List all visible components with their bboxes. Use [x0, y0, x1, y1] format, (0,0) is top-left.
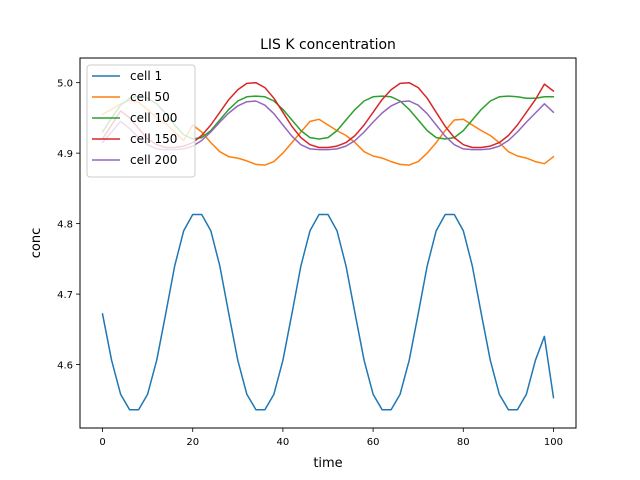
x-tick-label: 20 — [186, 437, 199, 448]
x-axis-label: time — [313, 456, 342, 471]
y-axis-label: conc — [29, 228, 44, 259]
y-tick-label: 4.7 — [57, 290, 73, 301]
series-line-1 — [101, 213, 555, 411]
x-tick-label: 40 — [277, 437, 290, 448]
x-tick-label: 100 — [544, 437, 563, 448]
legend-label-3: cell 100 — [130, 111, 177, 125]
x-tick-label: 0 — [99, 437, 105, 448]
plot-frame — [79, 57, 577, 429]
x-axis-ticks: 0 20 40 60 80 100 — [99, 428, 563, 448]
legend-label-5: cell 200 — [130, 153, 177, 167]
legend-label-1: cell 1 — [130, 69, 162, 83]
y-tick-label: 4.9 — [57, 149, 73, 160]
y-tick-label: 5.0 — [57, 79, 73, 90]
chart-title: LIS K concentration — [260, 37, 396, 53]
x-tick-label: 60 — [367, 437, 380, 448]
y-tick-label: 4.6 — [57, 361, 73, 372]
y-tick-label: 4.8 — [57, 220, 73, 231]
legend-label-2: cell 50 — [130, 90, 170, 104]
x-tick-label: 80 — [457, 437, 470, 448]
legend-box — [86, 64, 196, 178]
legend: cell 1 cell 50 cell 100 cell 150 cell 200 — [86, 64, 196, 178]
legend-label-4: cell 150 — [130, 132, 177, 146]
y-axis-ticks: 4.6 4.7 4.8 4.9 5.0 — [57, 79, 80, 372]
